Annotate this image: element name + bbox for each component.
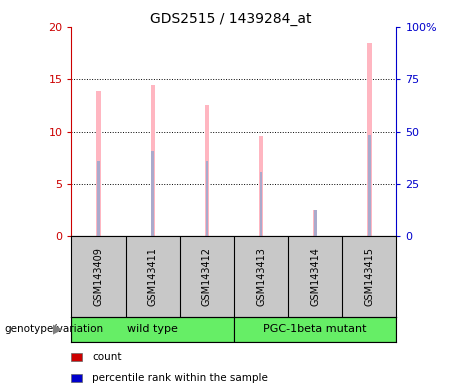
Bar: [314, 210, 317, 236]
Text: wild type: wild type: [127, 324, 178, 334]
Text: GSM143415: GSM143415: [364, 247, 374, 306]
Text: GSM143411: GSM143411: [148, 247, 158, 306]
Text: percentile rank within the sample: percentile rank within the sample: [92, 373, 268, 383]
Bar: [151, 151, 154, 236]
Bar: [260, 172, 262, 236]
Text: count: count: [92, 352, 122, 362]
Text: genotype/variation: genotype/variation: [5, 324, 104, 334]
Text: GSM143414: GSM143414: [310, 247, 320, 306]
Text: GDS2515 / 1439284_at: GDS2515 / 1439284_at: [150, 12, 311, 25]
Bar: [234, 317, 396, 342]
Bar: [313, 210, 317, 236]
Bar: [259, 136, 263, 236]
Text: PGC-1beta mutant: PGC-1beta mutant: [263, 324, 367, 334]
Text: ▶: ▶: [53, 323, 62, 336]
Bar: [205, 105, 209, 236]
Bar: [367, 43, 372, 236]
Bar: [206, 161, 208, 236]
Text: GSM143409: GSM143409: [94, 247, 104, 306]
Bar: [96, 91, 100, 236]
Bar: [368, 135, 371, 236]
Bar: [151, 86, 155, 236]
Bar: [97, 161, 100, 236]
Text: GSM143413: GSM143413: [256, 247, 266, 306]
Text: GSM143412: GSM143412: [202, 247, 212, 306]
Bar: [71, 317, 234, 342]
